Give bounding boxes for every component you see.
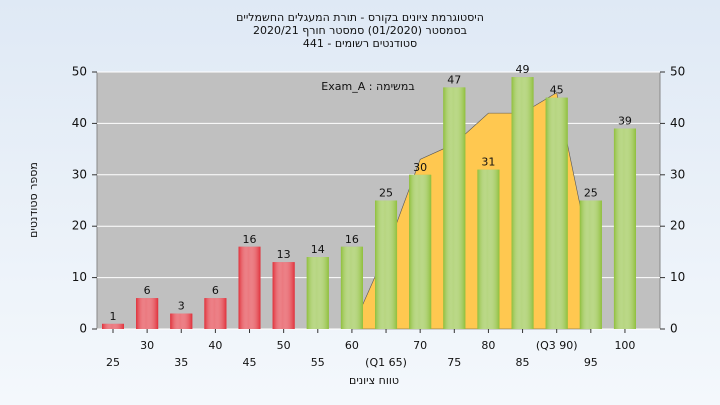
y-tick-label: 50	[72, 65, 87, 79]
x-tick-label: 50	[277, 339, 291, 352]
y2-tick-label: 20	[670, 219, 685, 233]
bar-shine	[204, 298, 227, 329]
x-tick-label: 35	[174, 356, 188, 369]
x-tick-label: 70	[413, 339, 427, 352]
x-tick-label: 30	[140, 339, 154, 352]
bar-shine	[170, 313, 193, 329]
value-label: 16	[345, 233, 359, 246]
y-tick-label: 40	[72, 116, 87, 130]
bar-shine	[136, 298, 159, 329]
y2-tick-label: 10	[670, 270, 685, 284]
x-tick-label: 95	[584, 356, 598, 369]
value-label: 49	[516, 63, 530, 76]
value-label: 39	[618, 115, 632, 128]
annotation: Exam_A : במשימה	[321, 80, 414, 93]
x-tick-label: 100	[614, 339, 635, 352]
bar-shine	[579, 200, 602, 329]
bar-shine	[545, 97, 568, 329]
bar-shine	[477, 169, 500, 329]
bar-shine	[102, 323, 124, 329]
value-label: 6	[144, 284, 151, 297]
bar-shine	[306, 257, 329, 329]
x-tick-label: 55	[311, 356, 325, 369]
bar-shine	[375, 200, 398, 329]
bar-shine	[443, 87, 466, 329]
bar-shine	[340, 246, 363, 329]
bar-shine	[511, 77, 534, 329]
value-label: 14	[311, 243, 325, 256]
value-label: 25	[584, 187, 598, 200]
y2-tick-label: 0	[670, 322, 678, 336]
value-label: 1	[110, 310, 117, 323]
y2-tick-label: 40	[670, 116, 685, 130]
value-label: 13	[277, 248, 291, 261]
y-tick-label: 0	[79, 322, 87, 336]
x-tick-label: 45	[243, 356, 257, 369]
value-label: 3	[178, 300, 185, 313]
bar-shine	[613, 128, 636, 329]
y2-tick-label: 30	[670, 167, 685, 181]
bar-shine	[238, 246, 261, 329]
x-tick-label: 25	[106, 356, 120, 369]
chart-subtitle: בסמסטר (01/2020) סמסטר חורף 2020/21	[253, 24, 467, 37]
x-tick-label: 60	[345, 339, 359, 352]
y2-tick-label: 50	[670, 65, 685, 79]
x-axis-label: טווח ציונים	[349, 374, 399, 387]
value-label: 30	[413, 161, 427, 174]
y-tick-label: 20	[72, 219, 87, 233]
value-label: 16	[243, 233, 257, 246]
value-label: 25	[379, 187, 393, 200]
x-tick-label: (Q3 90)	[536, 339, 578, 352]
x-tick-label: 85	[516, 356, 530, 369]
value-label: 45	[550, 84, 564, 97]
value-label: 47	[447, 73, 461, 86]
x-tick-label: 80	[481, 339, 495, 352]
x-tick-label: 75	[447, 356, 461, 369]
bar-shine	[272, 262, 295, 329]
y-tick-label: 30	[72, 167, 87, 181]
value-label: 6	[212, 284, 219, 297]
x-tick-label: 40	[208, 339, 222, 352]
y-tick-label: 10	[72, 270, 87, 284]
chart-subtitle: סטודנטים רשומים - 441	[303, 37, 417, 50]
value-label: 31	[481, 156, 495, 169]
chart-title: היסטוגרמת ציונים בקורס - תורת המעגלים הח…	[236, 11, 484, 24]
bar-shine	[409, 174, 432, 329]
x-tick-label: (Q1 65)	[365, 356, 407, 369]
y-axis-label: מספר סטודנטים	[27, 162, 40, 238]
